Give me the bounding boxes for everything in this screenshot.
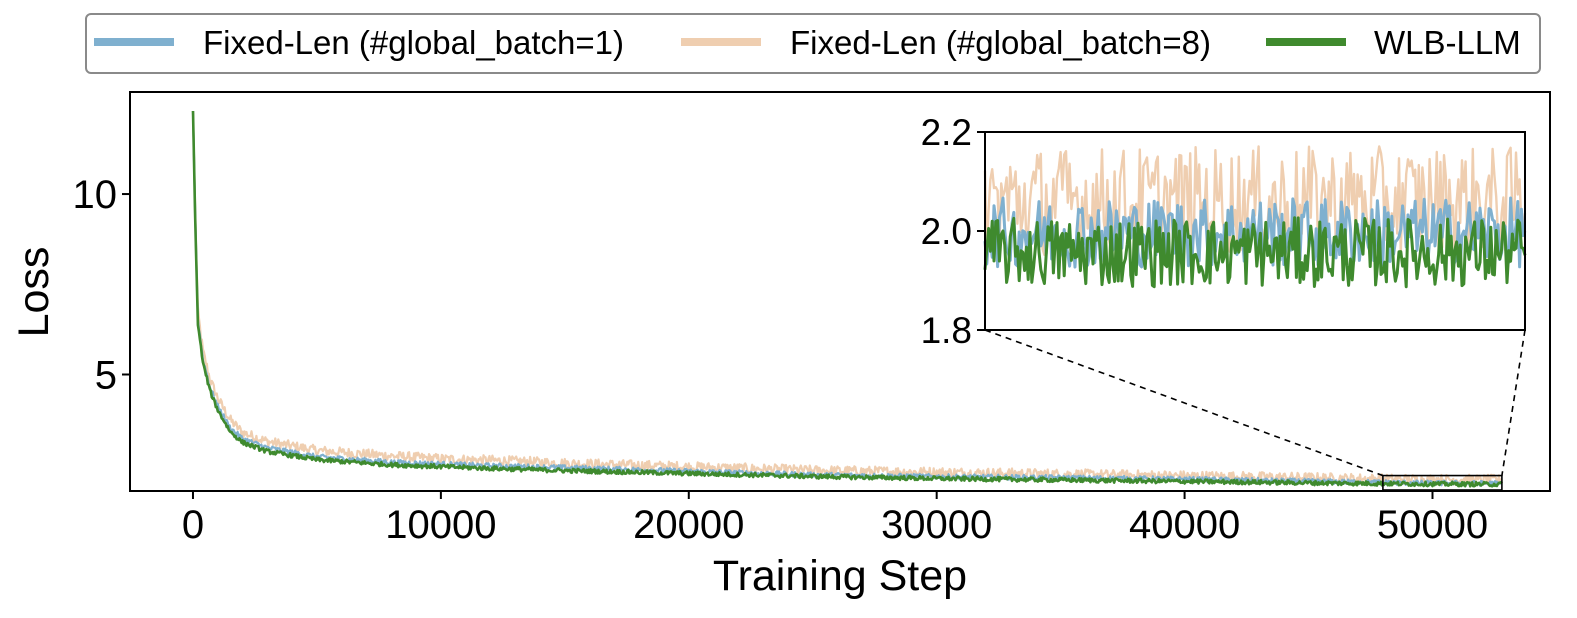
y-axis-label: Loss: [10, 247, 58, 338]
y-tick-label: 10: [73, 173, 118, 217]
x-axis-label: Training Step: [713, 552, 967, 600]
zoom-region-box: [1382, 474, 1503, 491]
x-axis-ticks: 0 10000 20000 30000 40000 50000: [182, 491, 1488, 547]
inset-connector-left: [984, 329, 1384, 477]
x-tick-label: 0: [182, 503, 204, 547]
x-tick-label: 50000: [1377, 503, 1488, 547]
x-tick-label: 20000: [633, 503, 744, 547]
inset-series-line-2: [983, 216, 1527, 289]
main-axes-frame: [129, 91, 1551, 492]
legend-label-fixed-len-8: Fixed-Len (#global_batch=8): [790, 24, 1211, 61]
y-tick-label: 5: [95, 354, 117, 398]
x-tick-label: 30000: [881, 503, 992, 547]
inset-y-axis-ticks: 1.8 2.0 2.2: [921, 112, 985, 351]
main-plot-lines: [191, 110, 1503, 488]
series-line-1: [191, 110, 1503, 486]
inset: 1.8 2.0 2.2: [921, 112, 1527, 351]
inset-y-tick-label: 1.8: [921, 310, 972, 351]
inset-connector-right: [1501, 329, 1526, 476]
legend-label-wlb-llm: WLB-LLM: [1374, 24, 1521, 61]
inset-y-tick-label: 2.2: [921, 112, 972, 153]
x-tick-label: 10000: [385, 503, 496, 547]
y-axis-ticks: 5 10: [73, 173, 130, 398]
legend-frame: [85, 13, 1541, 74]
x-tick-label: 40000: [1129, 503, 1240, 547]
inset-y-tick-label: 2.0: [921, 211, 972, 252]
inset-plot-lines: [983, 145, 1527, 289]
legend-label-fixed-len-1: Fixed-Len (#global_batch=1): [203, 24, 624, 61]
legend: Fixed-Len (#global_batch=1) Fixed-Len (#…: [85, 13, 1541, 74]
series-line-2: [191, 110, 1503, 488]
